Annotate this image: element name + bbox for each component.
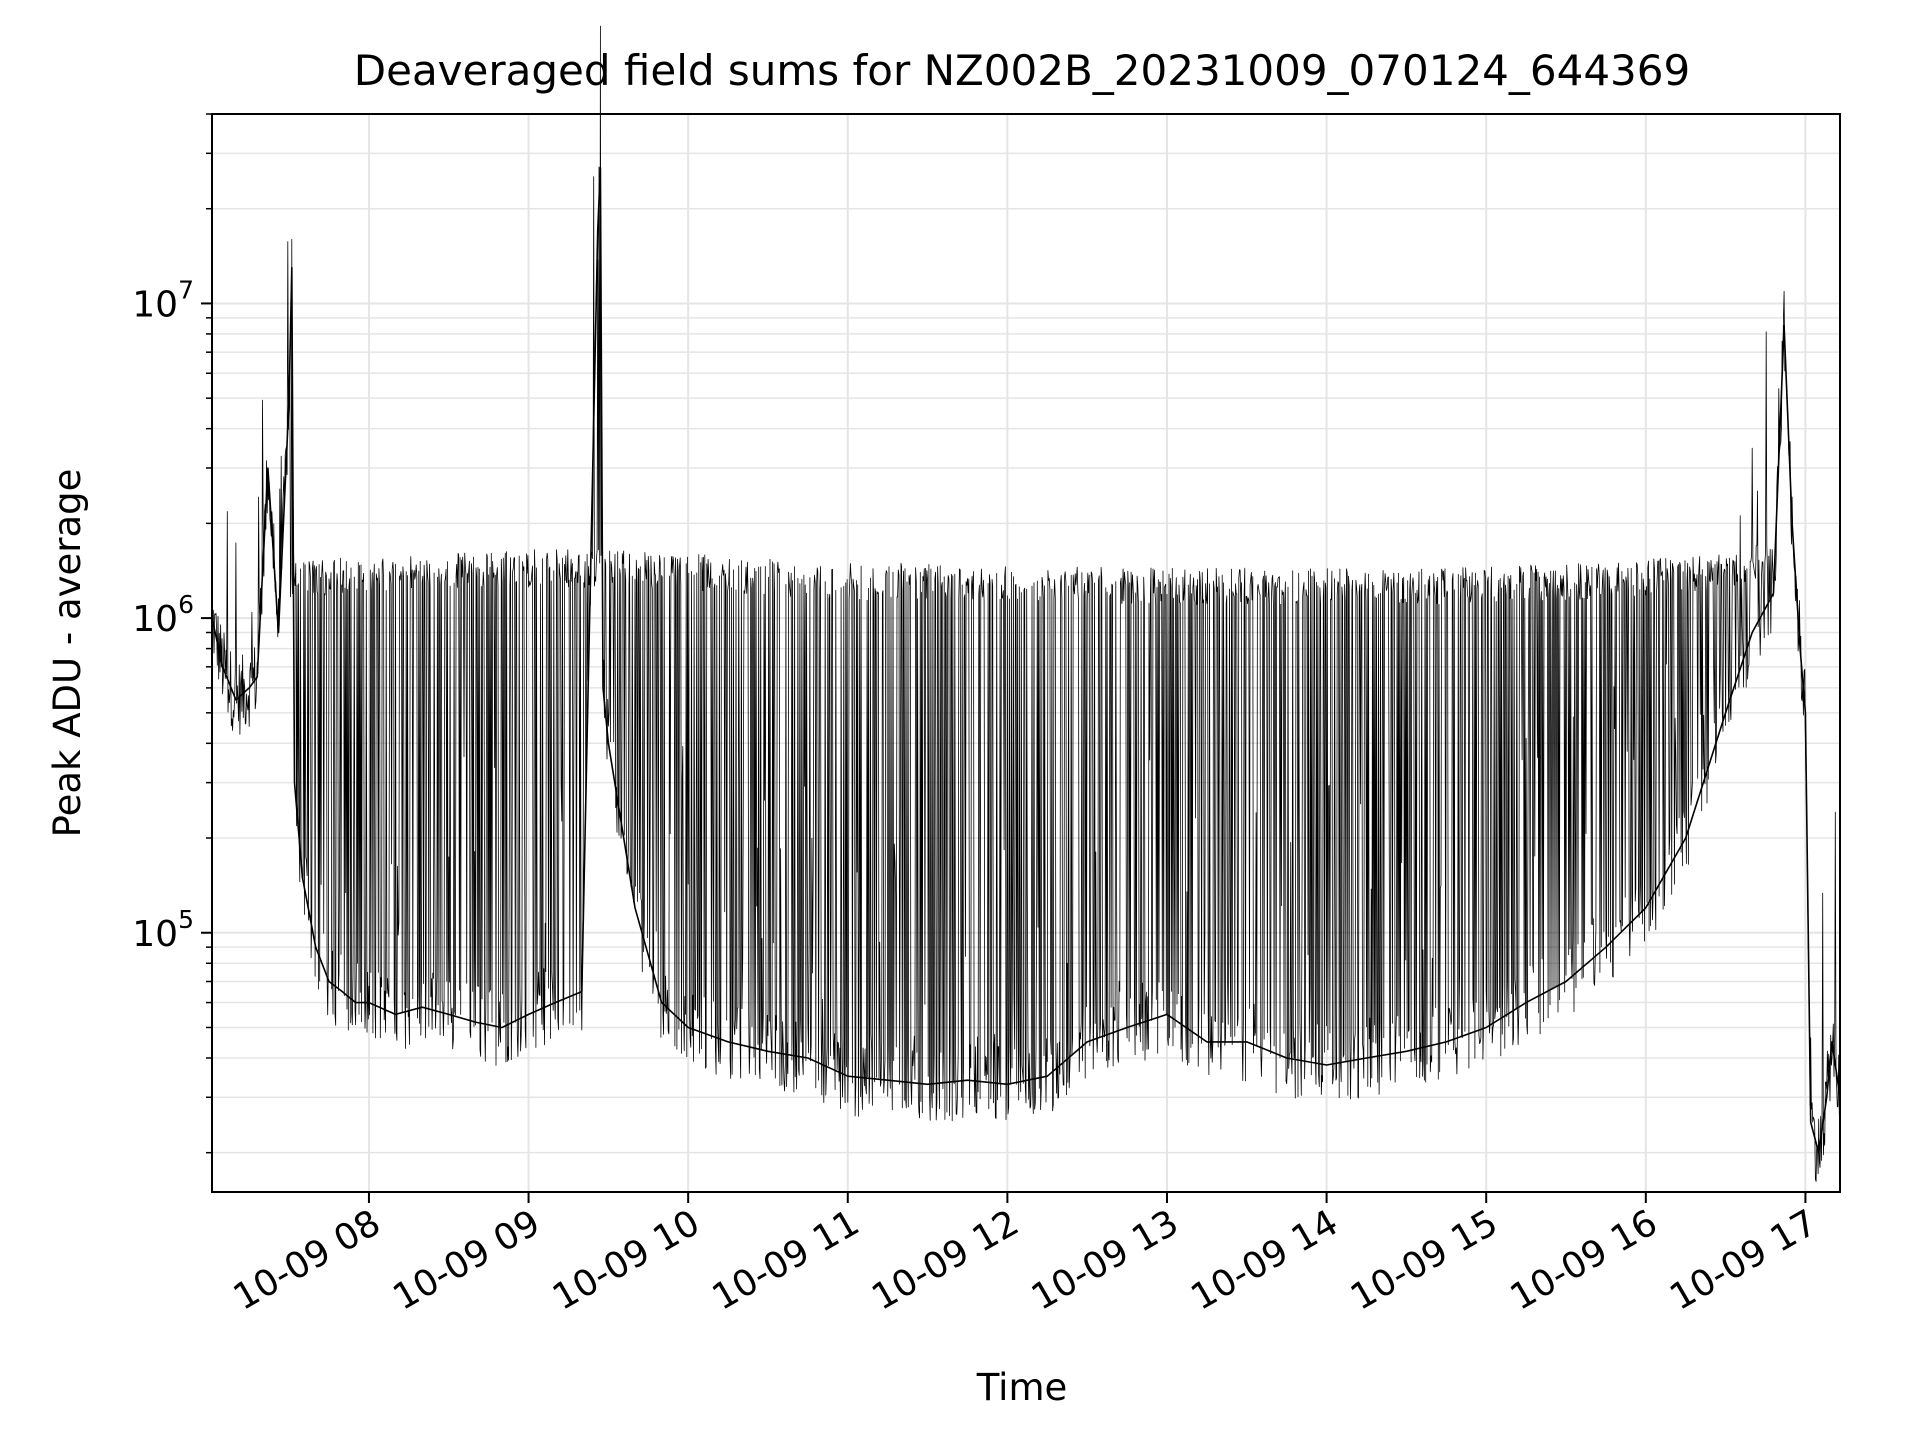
y-tick-label: 106 (132, 590, 194, 640)
y-tick-label-exponent: 5 (178, 905, 194, 934)
y-tick-label: 105 (132, 905, 194, 955)
series-trace (211, 25, 1841, 1182)
y-tick-label-base: 10 (132, 914, 178, 955)
x-axis-label: Time (976, 1366, 1068, 1409)
y-axis-label: Peak ADU - average (46, 469, 89, 838)
y-tick-label-exponent: 7 (178, 275, 194, 304)
y-tick-label: 107 (132, 275, 194, 325)
y-tick-label-exponent: 6 (178, 590, 194, 619)
series-baseline-line (211, 166, 1841, 1154)
plot-frame (211, 113, 1841, 1193)
plot-data (211, 25, 1841, 1182)
y-tick-label-base: 10 (132, 284, 178, 325)
y-tick-label-base: 10 (132, 599, 178, 640)
chart-title: Deaveraged field sums for NZ002B_2023100… (354, 46, 1690, 95)
